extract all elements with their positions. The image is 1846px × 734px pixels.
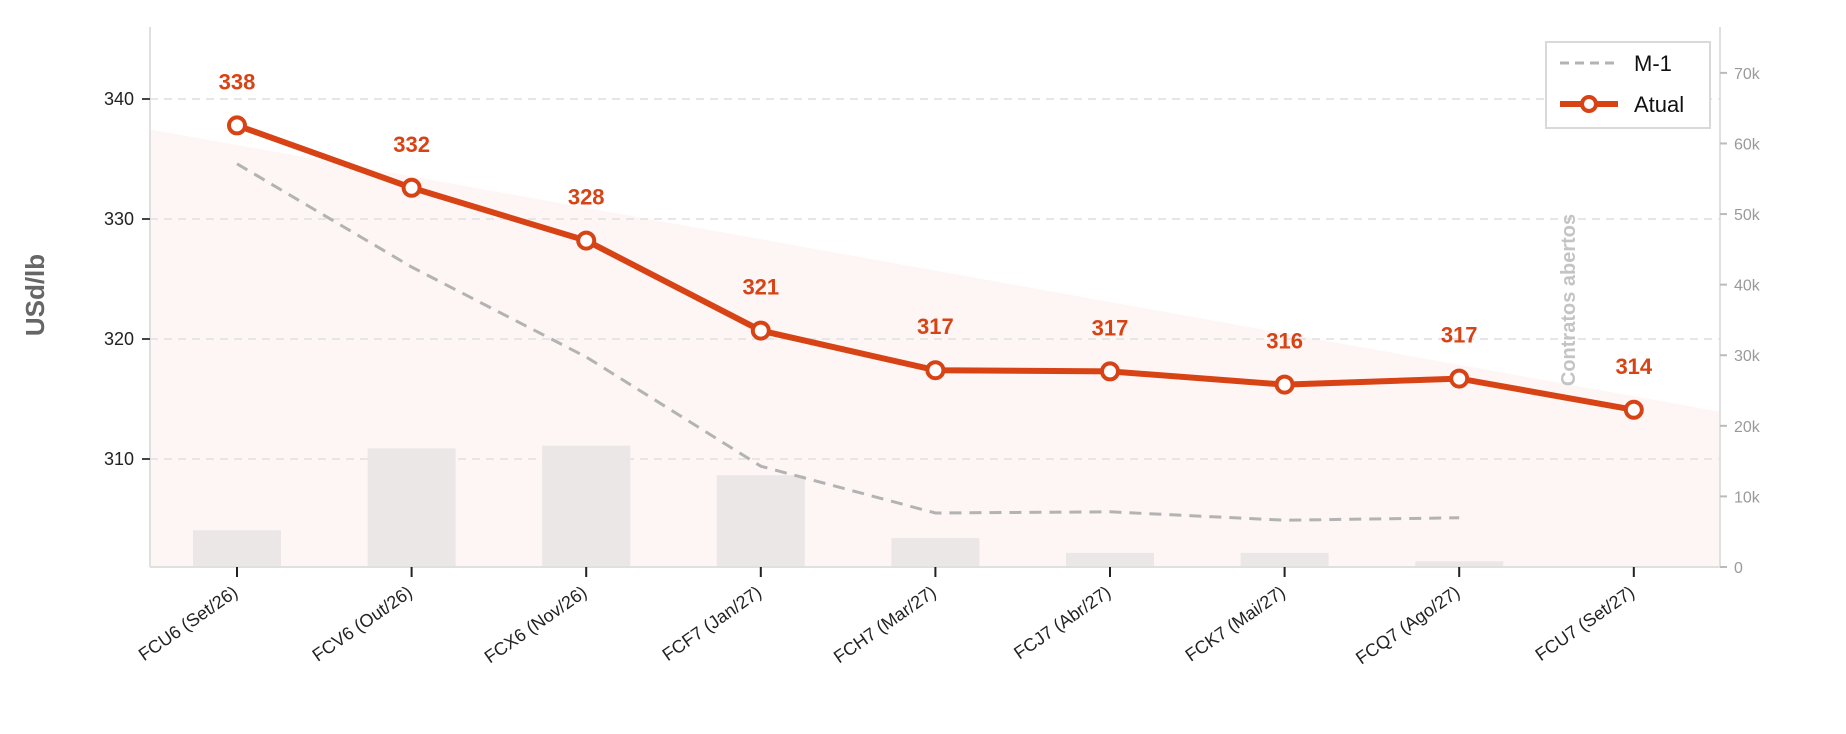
atual-marker-1 [401, 177, 422, 198]
data-label-6: 316 [1266, 329, 1303, 354]
y2tick-label-0: 0 [1734, 560, 1743, 577]
open-interest-bars [193, 445, 1504, 567]
bar-6 [1240, 552, 1329, 567]
bar-7 [1415, 561, 1504, 567]
atual-marker-8 [1623, 399, 1644, 420]
xtick-label-2: FCX6 (Nov/26) [481, 582, 591, 667]
bar-0 [193, 530, 281, 567]
legend-m1-label: M-1 [1634, 51, 1672, 76]
data-label-1: 332 [393, 132, 430, 157]
data-labels: 338 332 328 321 317 317 316 317 314 [219, 69, 1653, 378]
right-y-ticks: 0 10k 20k 30k 40k 50k 60k 70k [1720, 66, 1761, 577]
data-label-5: 317 [1092, 315, 1129, 340]
data-label-2: 328 [568, 185, 605, 210]
data-label-4: 317 [917, 314, 954, 339]
series-atual-layer [227, 115, 1644, 420]
data-label-8: 314 [1615, 354, 1652, 379]
legend: M-1 Atual [1545, 41, 1711, 129]
xtick-label-5: FCJ7 (Abr/27) [1010, 582, 1114, 663]
ytick-label-330: 330 [104, 209, 134, 229]
xtick-label-1: FCV6 (Out/26) [309, 582, 416, 666]
bar-1 [367, 448, 456, 567]
series-m1-line [236, 162, 1460, 522]
y2tick-label-7: 70k [1734, 66, 1761, 83]
legend-atual-label: Atual [1634, 92, 1684, 117]
xtick-label-4: FCH7 (Mar/27) [830, 582, 940, 667]
bar-5 [1066, 552, 1154, 567]
y2tick-label-5: 50k [1734, 207, 1761, 224]
y2tick-label-6: 60k [1734, 136, 1761, 153]
xtick-label-8: FCU7 (Set/27) [1532, 582, 1639, 665]
xtick-label-3: FCF7 (Jan/27) [659, 582, 766, 665]
bar-3 [716, 475, 805, 567]
left-y-ticks: 310 320 330 340 [104, 89, 150, 469]
atual-marker-7 [1449, 368, 1470, 389]
data-label-7: 317 [1441, 323, 1478, 348]
ytick-label-320: 320 [104, 329, 134, 349]
bar-4 [891, 538, 980, 567]
legend-box [1545, 41, 1711, 129]
y2tick-label-2: 20k [1734, 419, 1761, 436]
atual-marker-3 [750, 320, 771, 341]
atual-marker-6 [1274, 374, 1295, 395]
series-m1-layer [236, 162, 1460, 522]
data-label-3: 321 [742, 275, 779, 300]
y2tick-label-4: 40k [1734, 278, 1761, 295]
y2tick-label-1: 10k [1734, 489, 1761, 506]
legend-atual-marker [1580, 95, 1598, 113]
y-axis-label: USd/lb [20, 254, 50, 336]
atual-marker-2 [576, 230, 597, 251]
x-ticks: FCU6 (Set/26) FCV6 (Out/26) FCX6 (Nov/26) F… [135, 567, 1638, 668]
y2tick-label-3: 30k [1734, 348, 1761, 365]
gridlines [150, 98, 1720, 460]
atual-marker-5 [1100, 361, 1120, 382]
xtick-label-6: FCK7 (Mai/27) [1182, 582, 1289, 666]
bar-2 [542, 445, 631, 567]
y2-axis-label: Contratos abertos [1558, 214, 1580, 386]
ytick-label-340: 340 [104, 89, 134, 109]
data-label-0: 338 [219, 69, 256, 94]
atual-marker-4 [925, 360, 946, 381]
xtick-label-7: FCQ7 (Ago/27) [1352, 582, 1463, 668]
ytick-label-310: 310 [104, 449, 134, 469]
xtick-label-0: FCU6 (Set/26) [135, 582, 242, 665]
atual-marker-0 [227, 115, 247, 136]
